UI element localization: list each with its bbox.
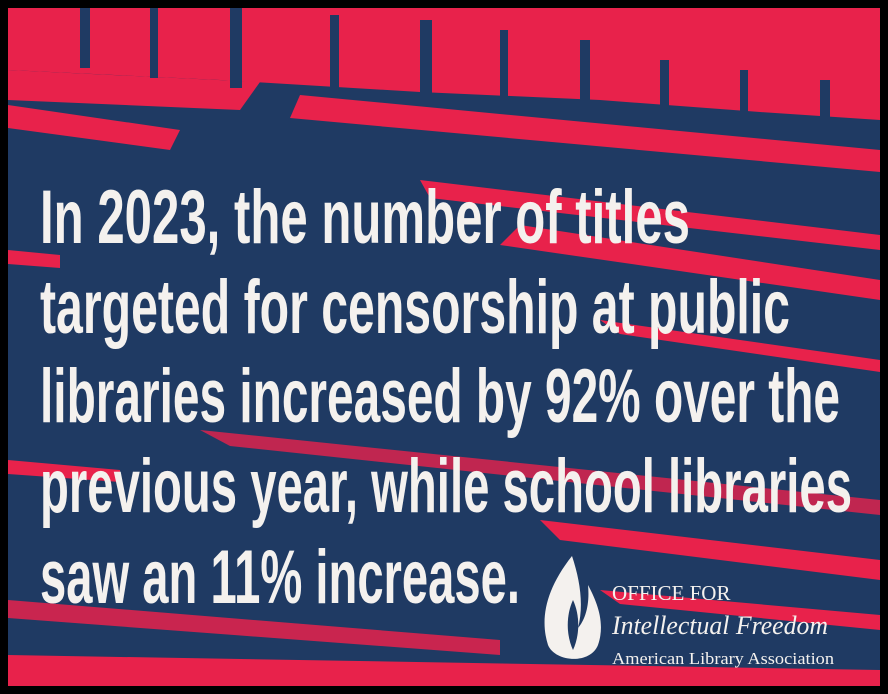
logo-line: OFFICE FOR <box>612 581 730 605</box>
red-texture <box>8 8 880 686</box>
logo-line: American Library Association <box>612 649 835 668</box>
book-spines <box>80 8 830 125</box>
headline-line: libraries increased by 92% over the <box>40 354 840 439</box>
headline-line: In 2023, the number of titles <box>40 175 690 260</box>
headline-line: saw an 11% increase. <box>40 535 520 620</box>
headline: In 2023, the number of titles targeted f… <box>40 175 852 620</box>
headline-line: previous year, while school libraries <box>40 444 852 529</box>
headline-line: targeted for censorship at public <box>40 265 790 350</box>
logo: OFFICE FOR Intellectual Freedom American… <box>544 556 835 668</box>
flame-inner <box>567 600 579 650</box>
logo-line: Intellectual Freedom <box>611 611 828 640</box>
